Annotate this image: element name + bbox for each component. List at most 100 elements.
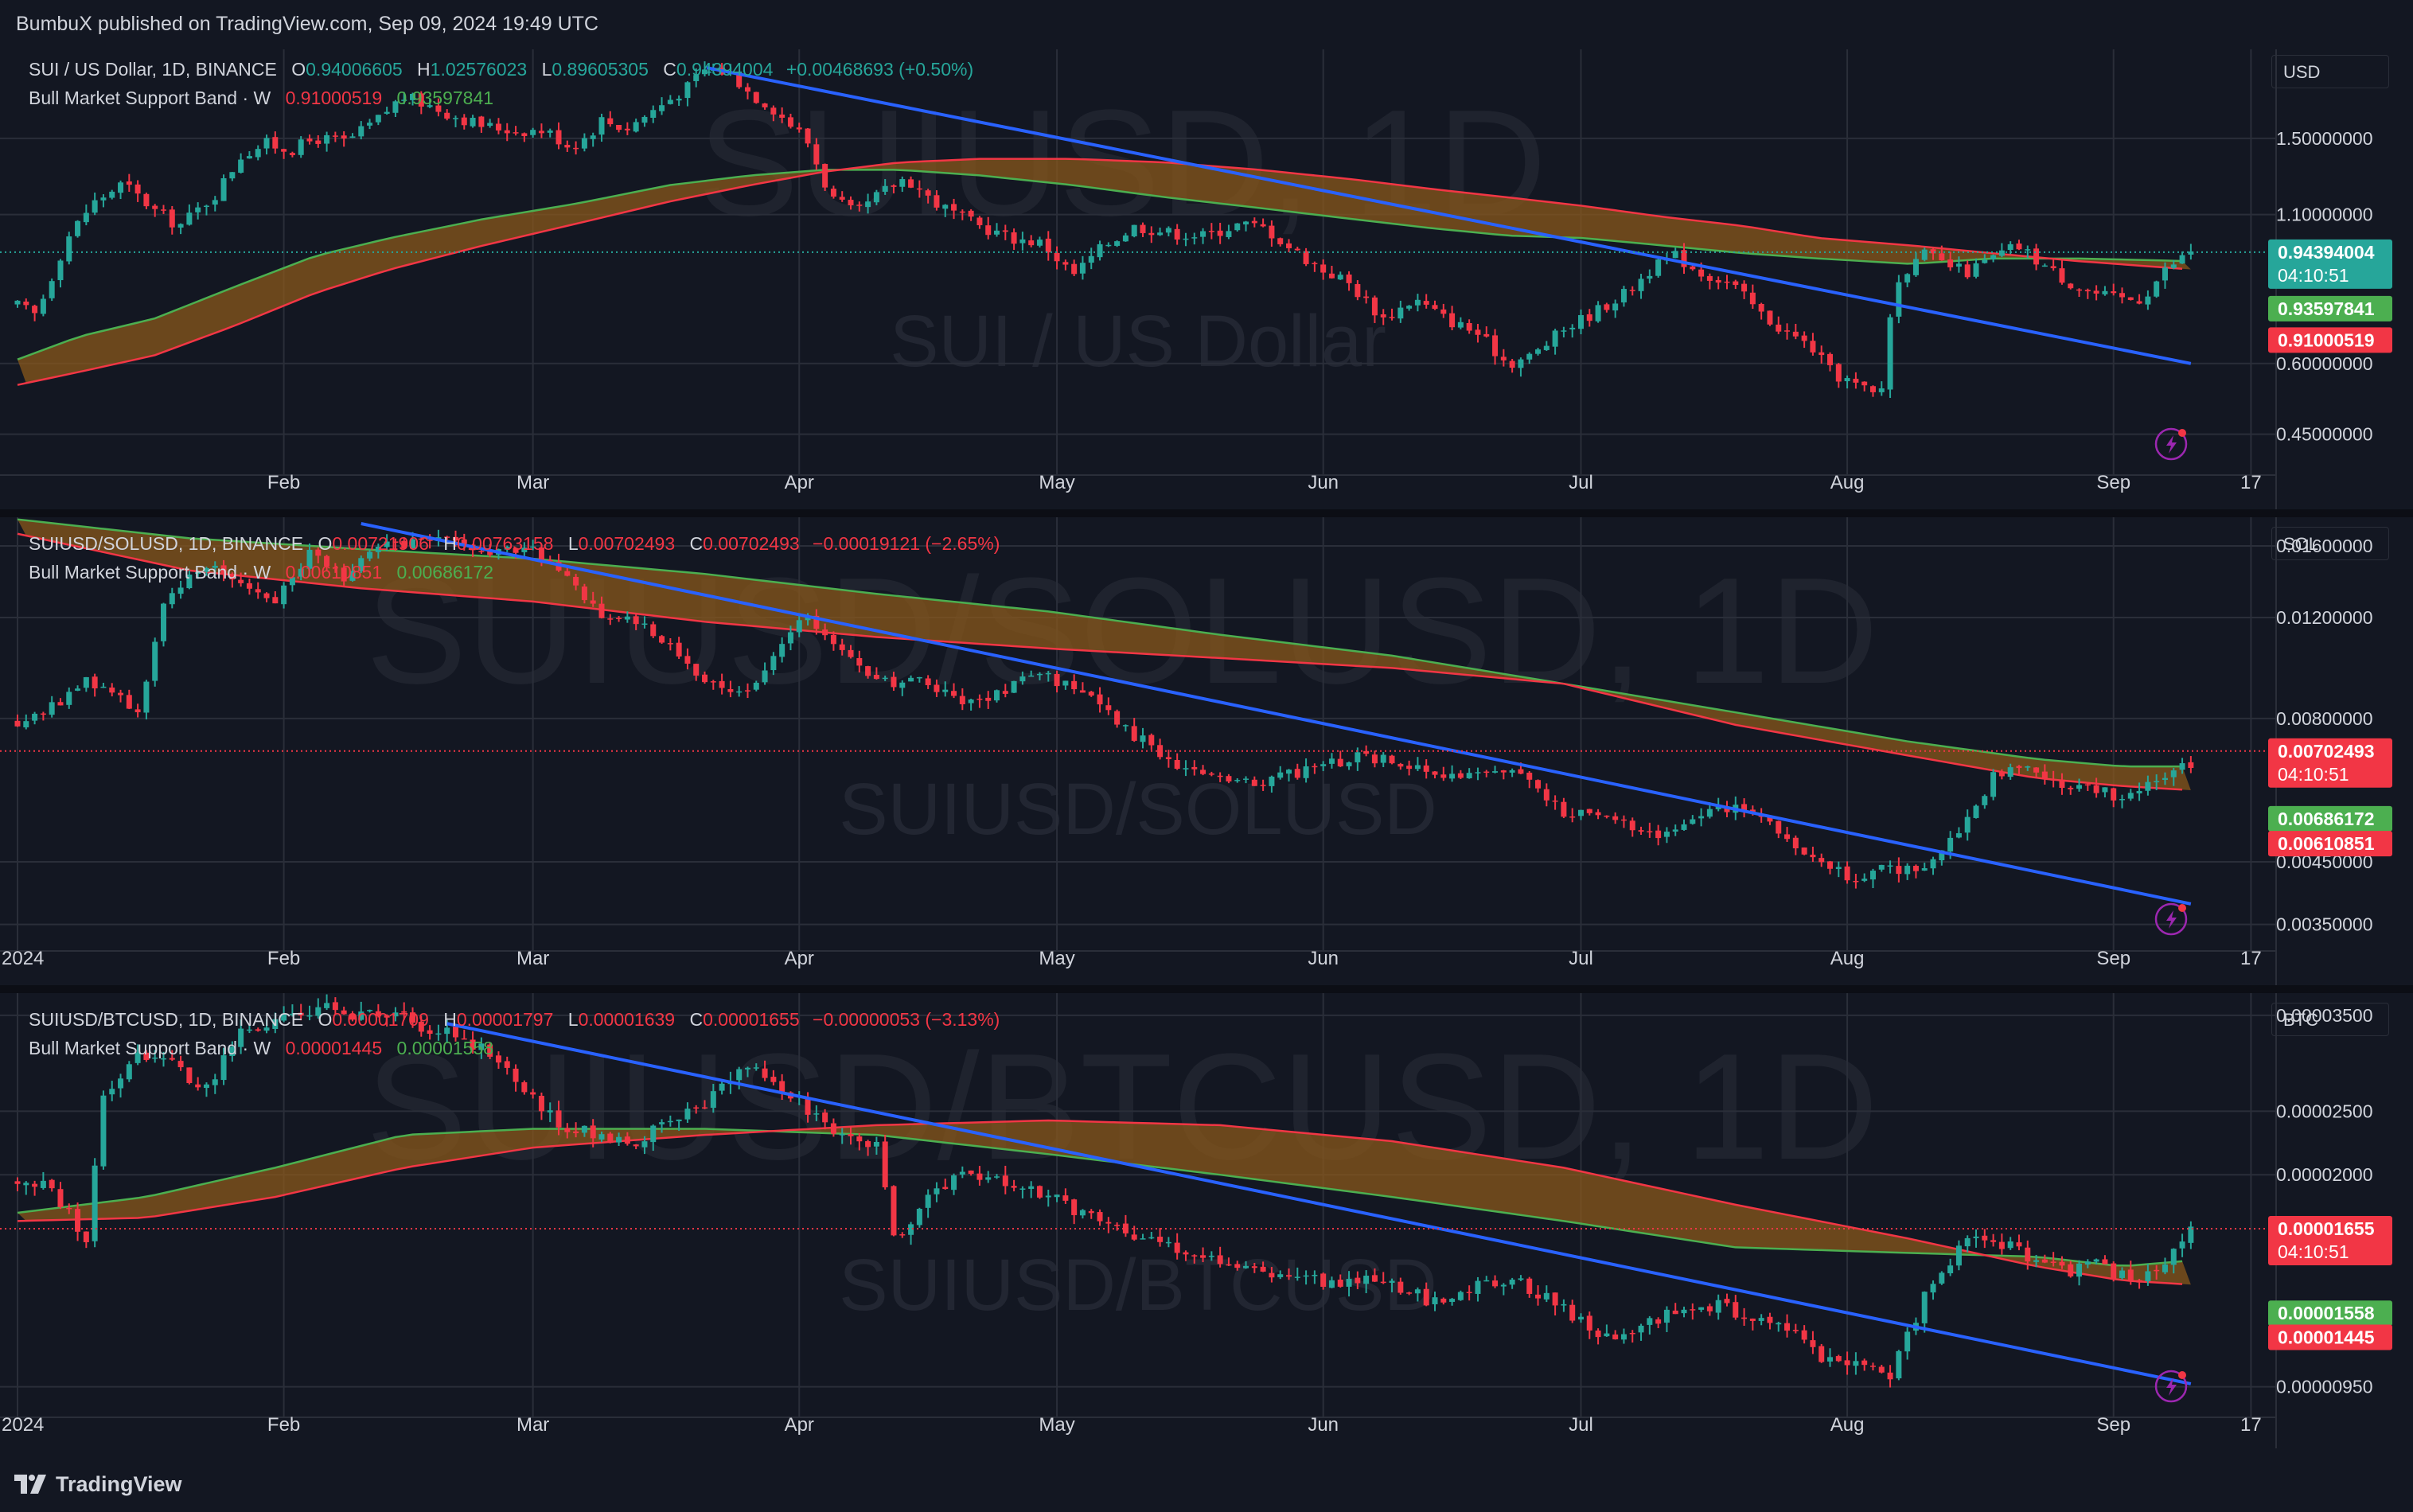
candle bbox=[109, 683, 115, 697]
x-tick-label: May bbox=[1039, 948, 1074, 969]
candle bbox=[830, 185, 836, 199]
candle bbox=[1019, 671, 1026, 685]
candle bbox=[1672, 824, 1678, 836]
candle bbox=[908, 176, 914, 189]
y-tick-label: 0.00800000 bbox=[2276, 708, 2373, 729]
candle bbox=[1071, 674, 1078, 695]
indicator-name: Bull Market Support Band · W bbox=[29, 562, 271, 583]
candle bbox=[702, 1100, 708, 1109]
currency-button[interactable]: BTC bbox=[2271, 1003, 2389, 1036]
candle bbox=[1002, 1165, 1008, 1194]
candle bbox=[1819, 1343, 1825, 1363]
candle bbox=[830, 631, 836, 651]
support-band-lower-line bbox=[17, 1119, 2183, 1285]
candle bbox=[272, 591, 279, 604]
trendline[interactable] bbox=[706, 66, 2192, 365]
candle bbox=[624, 1132, 630, 1146]
candle bbox=[1810, 333, 1816, 356]
x-tick-label: Mar bbox=[517, 472, 549, 493]
candle bbox=[1612, 299, 1619, 318]
currency-button[interactable]: SOL bbox=[2271, 527, 2389, 560]
lightning-alert-icon[interactable] bbox=[2154, 902, 2188, 936]
candle bbox=[1663, 827, 1670, 844]
candle bbox=[341, 1006, 347, 1015]
candle bbox=[1586, 809, 1592, 816]
x-tick-label: Feb bbox=[267, 1414, 300, 1436]
x-tick-label: Sep bbox=[2096, 472, 2130, 493]
panel-divider[interactable] bbox=[0, 509, 2413, 517]
candle bbox=[134, 703, 141, 718]
panel-divider[interactable] bbox=[0, 985, 2413, 993]
chart-panel-sui-btc[interactable]: SUIUSD/BTCUSD, 1D SUIUSD/BTCUSD 0.00003500… bbox=[0, 993, 2413, 1448]
candle bbox=[1733, 279, 1739, 290]
candle bbox=[538, 123, 544, 138]
candle bbox=[1655, 1317, 1662, 1328]
candle bbox=[92, 1158, 98, 1248]
chart-sui-btc[interactable]: SUIUSD/BTCUSD, 1D SUIUSD/BTCUSD 0.00003500… bbox=[0, 993, 2413, 1448]
candle bbox=[1784, 1314, 1791, 1338]
candle bbox=[2162, 772, 2168, 785]
candle bbox=[195, 202, 201, 220]
candle bbox=[1887, 314, 1893, 399]
candle bbox=[1045, 1189, 1051, 1207]
candle bbox=[1234, 223, 1241, 232]
candle bbox=[1269, 775, 1275, 793]
candle bbox=[332, 997, 338, 1015]
svg-text:0.91000519: 0.91000519 bbox=[2278, 329, 2375, 350]
ohlc-high: 0.00763158 bbox=[456, 533, 554, 554]
chart-panel-sui-sol[interactable]: SUIUSD/SOLUSD, 1DSUIUSD/SOLUSD0.01600000… bbox=[0, 517, 2413, 985]
candle bbox=[710, 680, 716, 690]
candle bbox=[753, 1063, 759, 1071]
candle bbox=[1921, 247, 1928, 262]
candle bbox=[2111, 283, 2117, 296]
candle bbox=[2068, 283, 2074, 290]
candle bbox=[1887, 860, 1893, 874]
candle bbox=[1122, 1214, 1129, 1237]
y-tick-label: 0.00002500 bbox=[2276, 1101, 2373, 1121]
tradingview-brand: TradingView bbox=[56, 1471, 182, 1496]
candle bbox=[1861, 381, 1868, 392]
candle bbox=[547, 128, 553, 138]
candle bbox=[633, 118, 639, 133]
candle bbox=[968, 699, 974, 711]
candle bbox=[598, 113, 605, 142]
candle bbox=[1277, 766, 1284, 780]
candle bbox=[1776, 820, 1782, 839]
candle bbox=[1896, 275, 1902, 324]
candle bbox=[2016, 765, 2022, 775]
candle bbox=[1079, 255, 1086, 280]
y-tick-label: 0.00002000 bbox=[2276, 1164, 2373, 1185]
candle bbox=[324, 994, 330, 1011]
candle bbox=[272, 131, 279, 154]
candle bbox=[1251, 217, 1257, 228]
legend-symbol-row: SUI / US Dollar, 1D, BINANCE O0.94006605… bbox=[29, 59, 974, 80]
candle bbox=[1638, 274, 1644, 299]
candle bbox=[607, 111, 614, 127]
y-tick-label: 1.10000000 bbox=[2276, 205, 2373, 225]
candle bbox=[504, 1056, 510, 1075]
candle bbox=[358, 1001, 364, 1021]
lightning-alert-icon[interactable] bbox=[2154, 427, 2188, 461]
lightning-alert-icon[interactable] bbox=[2154, 1370, 2188, 1403]
chart-sui-sol[interactable]: SUIUSD/SOLUSD, 1DSUIUSD/SOLUSD0.01600000… bbox=[0, 517, 2413, 985]
candle bbox=[349, 133, 356, 138]
y-tick-label: 0.45000000 bbox=[2276, 424, 2373, 445]
candle bbox=[813, 609, 820, 635]
x-tick-label: Aug bbox=[1830, 948, 1865, 969]
candle bbox=[513, 1064, 519, 1092]
candle bbox=[1449, 765, 1456, 782]
candle bbox=[770, 105, 777, 122]
candle bbox=[1217, 222, 1223, 244]
candle bbox=[521, 132, 528, 142]
currency-button[interactable]: USD bbox=[2271, 55, 2389, 88]
candle bbox=[306, 543, 313, 577]
candle bbox=[1475, 1276, 1481, 1302]
trendline[interactable] bbox=[446, 1022, 2192, 1385]
tradingview-logo[interactable]: TradingView bbox=[14, 1471, 182, 1498]
candle bbox=[1337, 271, 1343, 280]
candle bbox=[1475, 767, 1481, 781]
trendline[interactable] bbox=[361, 522, 2192, 906]
